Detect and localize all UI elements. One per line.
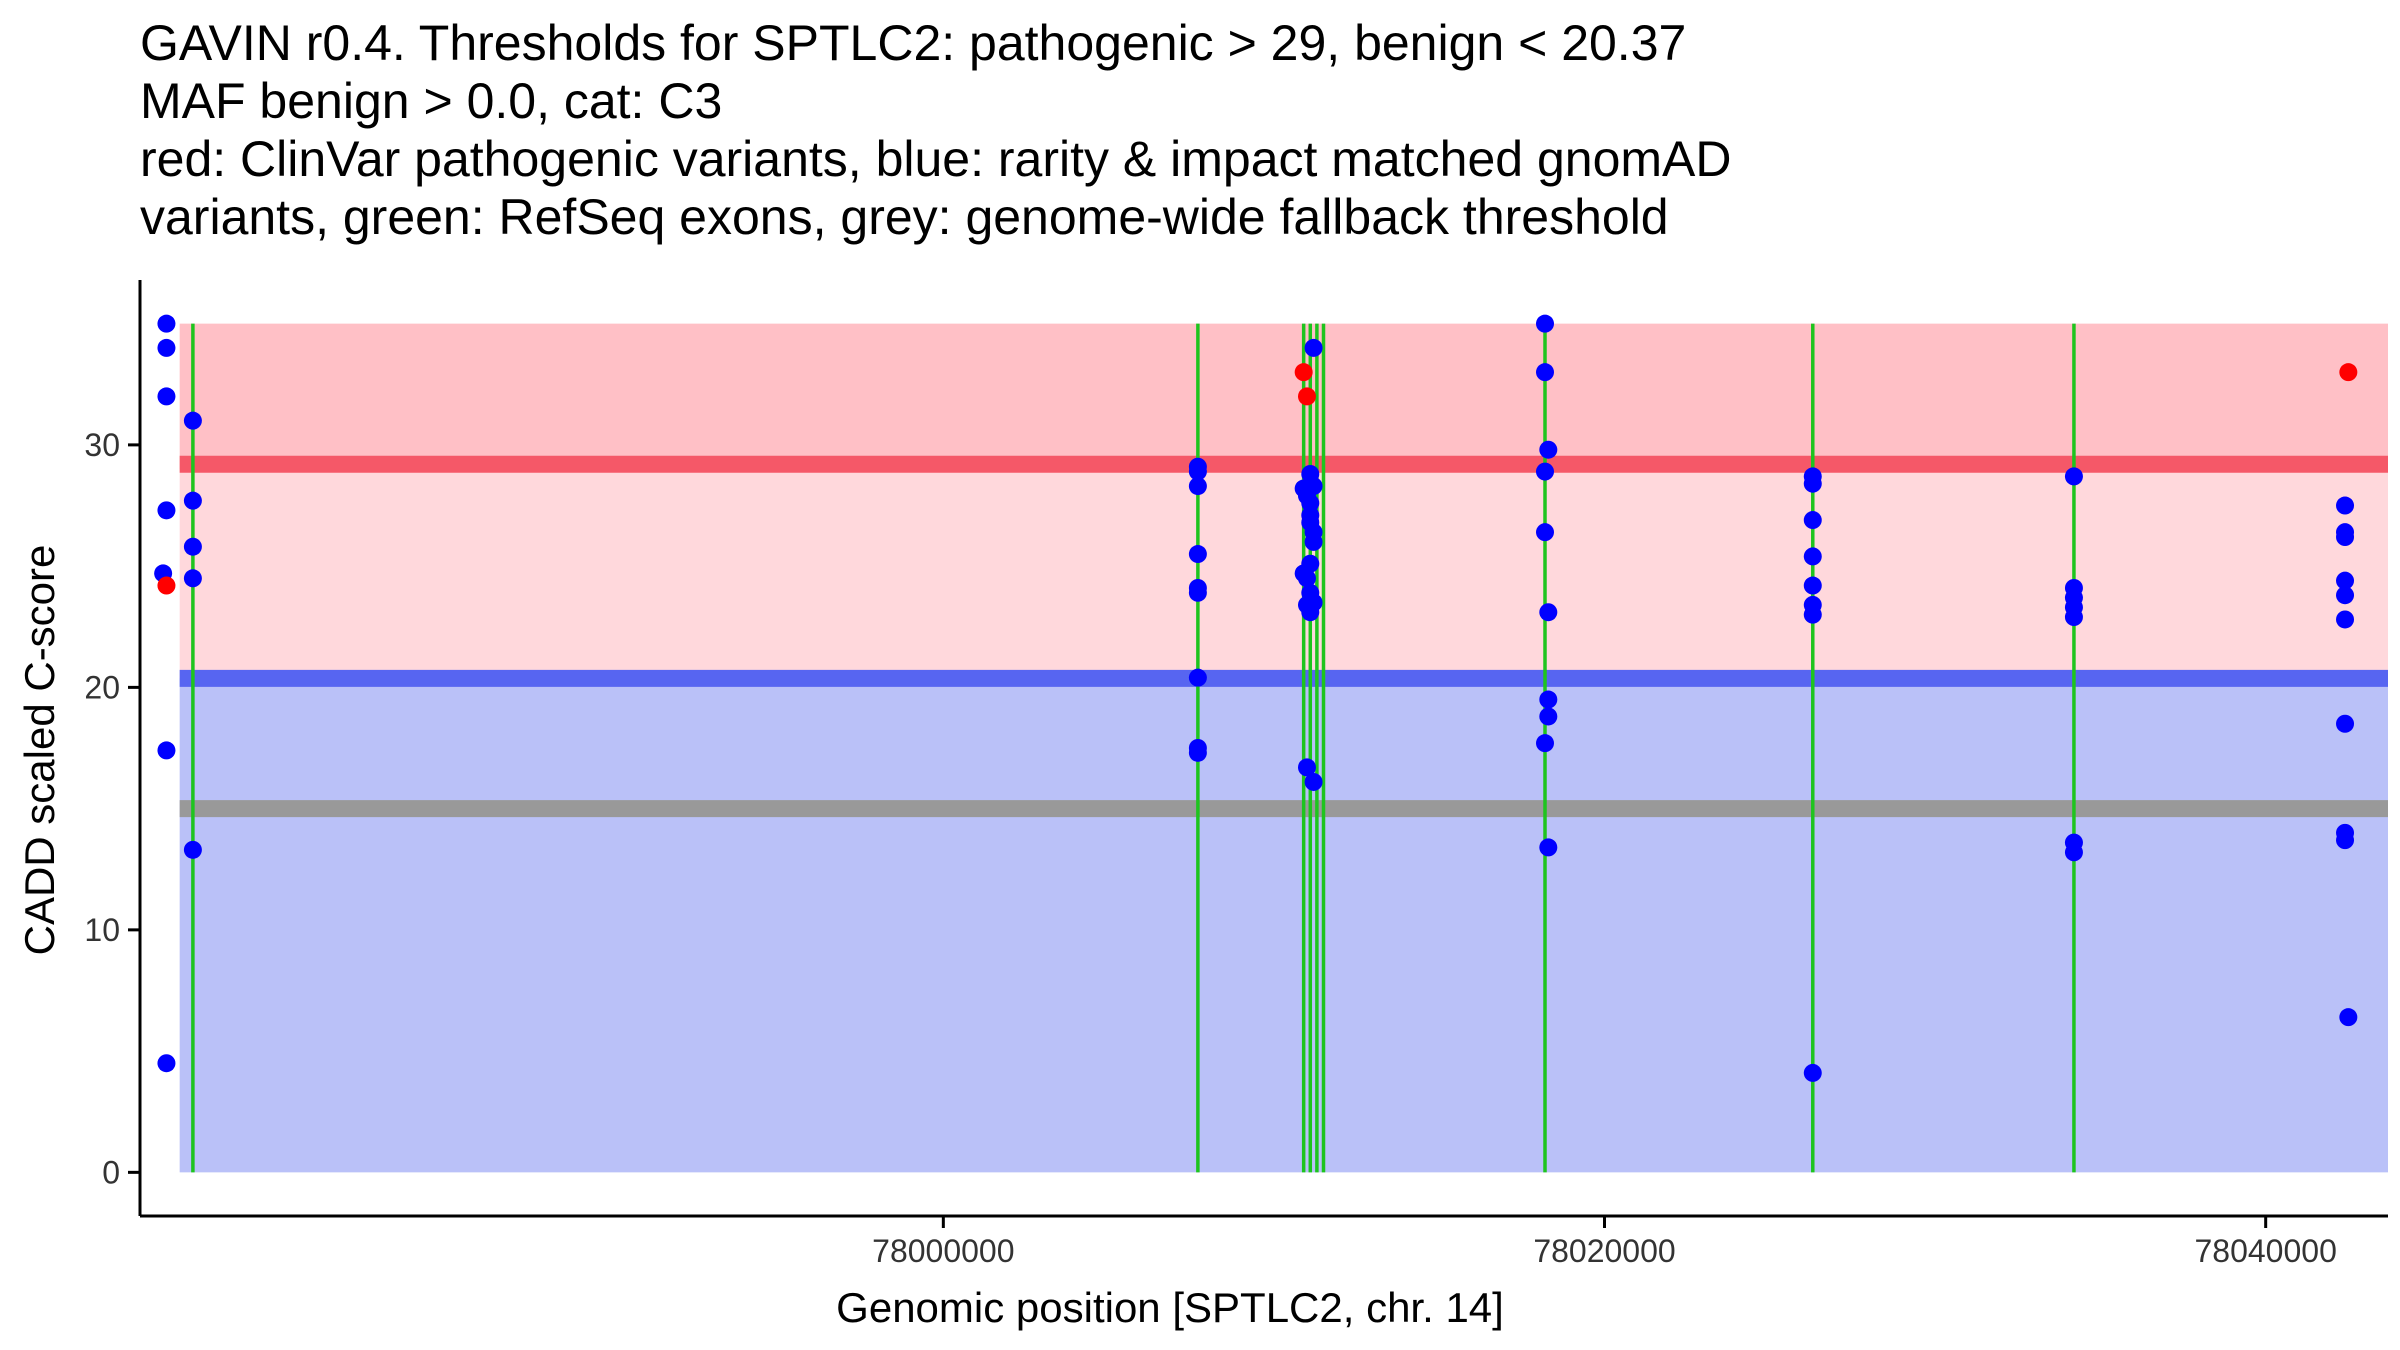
variant-points — [154, 314, 2358, 1082]
title-line-2: MAF benign > 0.0, cat: C3 — [140, 73, 723, 129]
title-line-3: red: ClinVar pathogenic variants, blue: … — [140, 131, 1732, 187]
gnomad-point-2 — [157, 387, 176, 406]
x-tick-label-0: 78000000 — [872, 1233, 1014, 1269]
gnomad-point-54 — [1803, 576, 1822, 595]
gnomad-point-32 — [1297, 569, 1316, 588]
threshold-bands — [179, 323, 2388, 1173]
gnomad-point-37 — [1304, 338, 1323, 357]
x-ticks: 78000000 78020000 78040000 — [872, 1216, 2337, 1269]
y-ticks: 0 10 20 30 — [84, 427, 140, 1190]
gnomad-point-8 — [183, 491, 202, 510]
band-2 — [179, 678, 2388, 1173]
gnomad-point-69 — [2336, 586, 2355, 605]
gnomad-point-42 — [1539, 440, 1558, 459]
gnomad-point-7 — [183, 411, 202, 430]
gnomad-point-45 — [1539, 603, 1558, 622]
gnomad-point-0 — [157, 314, 176, 333]
gnomad-point-74 — [2339, 1008, 2358, 1027]
x-tick-label-1: 78020000 — [1533, 1233, 1675, 1269]
clinvar-point-3 — [2339, 363, 2358, 382]
gnomad-point-1 — [157, 338, 176, 357]
gnomad-point-13 — [1188, 462, 1207, 481]
y-tick-label-0: 0 — [102, 1154, 120, 1190]
band-0 — [179, 323, 2388, 470]
gnomad-point-6 — [157, 1054, 176, 1073]
gnomad-point-38 — [1297, 758, 1316, 777]
title-line-1: GAVIN r0.4. Thresholds for SPTLC2: patho… — [140, 15, 1687, 71]
gnomad-point-41 — [1536, 363, 1554, 382]
gnomad-point-43 — [1536, 462, 1554, 481]
y-tick-label-1: 10 — [84, 912, 120, 948]
gnomad-point-9 — [183, 537, 202, 556]
clinvar-point-1 — [1294, 363, 1313, 382]
gnomad-point-64 — [2064, 843, 2083, 862]
gnomad-point-5 — [157, 741, 176, 760]
chart-title: GAVIN r0.4. Thresholds for SPTLC2: patho… — [140, 14, 1731, 246]
x-tick-label-2: 78040000 — [2194, 1233, 2336, 1269]
gnomad-point-3 — [157, 501, 176, 520]
band-1 — [179, 469, 2388, 679]
gnomad-point-20 — [1188, 743, 1207, 762]
threshold-lines — [179, 455, 2388, 818]
gnomad-point-48 — [1536, 734, 1554, 753]
clinvar-point-0 — [157, 576, 176, 595]
gnomad-point-14 — [1188, 477, 1207, 496]
y-axis-label: CADD scaled C-score — [16, 545, 63, 956]
gnomad-point-65 — [2336, 496, 2355, 515]
gnomad-point-11 — [183, 840, 202, 859]
title-line-4: variants, green: RefSeq exons, grey: gen… — [140, 189, 1669, 245]
y-tick-label-3: 30 — [84, 427, 120, 463]
axes: 78000000 78020000 78040000 0 10 20 30 — [84, 280, 2388, 1269]
gnomad-point-73 — [2336, 831, 2355, 850]
gnomad-point-70 — [2336, 610, 2355, 629]
gnomad-point-17 — [1188, 583, 1207, 602]
x-axis-label: Genomic position [SPTLC2, chr. 14] — [836, 1284, 1504, 1331]
gnomad-point-71 — [2336, 714, 2355, 733]
gnomad-point-15 — [1188, 545, 1207, 564]
gnomad-point-46 — [1539, 690, 1558, 709]
gnomad-point-39 — [1304, 772, 1323, 791]
gnomad-point-51 — [1803, 474, 1822, 493]
gnomad-point-44 — [1536, 523, 1554, 542]
gnomad-point-49 — [1539, 838, 1558, 857]
gnomad-point-67 — [2336, 528, 2355, 547]
gnomad-point-47 — [1539, 707, 1558, 726]
gnomad-point-57 — [1803, 1063, 1822, 1082]
gnomad-point-58 — [2064, 467, 2083, 486]
gnomad-point-18 — [1188, 668, 1207, 687]
gnomad-point-10 — [183, 569, 202, 588]
gnomad-point-29 — [1304, 532, 1323, 551]
gnomad-point-56 — [1803, 605, 1822, 624]
clinvar-point-2 — [1297, 387, 1316, 406]
gnomad-point-53 — [1803, 547, 1822, 566]
gnomad-point-36 — [1301, 603, 1320, 622]
gnomad-point-40 — [1536, 314, 1554, 333]
y-tick-label-2: 20 — [84, 669, 120, 705]
gnomad-point-68 — [2336, 571, 2355, 590]
gnomad-point-62 — [2064, 608, 2083, 627]
gnomad-point-52 — [1803, 511, 1822, 530]
gnomad-point-24 — [1304, 477, 1323, 496]
